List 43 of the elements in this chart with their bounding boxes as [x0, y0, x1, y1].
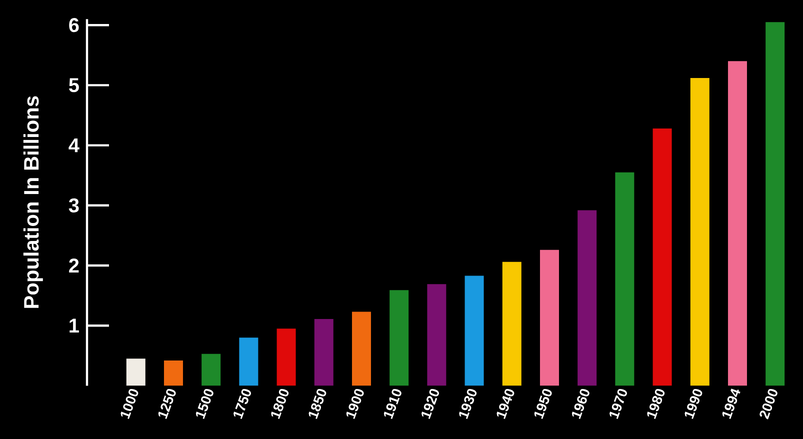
bar: [164, 360, 183, 386]
x-tick-label: 2000: [760, 388, 778, 420]
x-tick-label: 1950: [534, 388, 552, 419]
y-tick-label: 6: [69, 18, 79, 32]
x-tick-label: 1990: [684, 388, 702, 419]
bar: [202, 354, 221, 386]
x-tick-label: 1900: [346, 388, 364, 419]
x-tick-label: 1000: [120, 388, 138, 419]
x-tick-label: 1920: [422, 388, 439, 419]
x-tick-label: 1910: [384, 388, 402, 419]
x-tick-label: 1750: [234, 388, 251, 419]
bar: [239, 338, 258, 386]
bar: [464, 276, 484, 386]
bar: [728, 61, 747, 386]
x-tick-label: 1850: [308, 388, 326, 419]
bar: [766, 22, 785, 386]
bar: [615, 172, 634, 386]
bar: [276, 328, 296, 386]
y-tick-label: 3: [68, 198, 79, 212]
x-tick-label: 1994: [722, 388, 740, 419]
bar: [578, 210, 597, 386]
y-tick-label: 2: [69, 258, 79, 272]
y-axis-title: Population In Billions: [23, 96, 43, 308]
y-tick-label: 5: [69, 78, 79, 92]
x-tick-label: 1960: [572, 388, 590, 419]
y-tick-label: 1: [70, 318, 79, 332]
x-tick-label: 1800: [271, 388, 289, 419]
bar: [390, 290, 409, 386]
x-tick-label: 1250: [158, 388, 176, 419]
bar: [427, 284, 446, 386]
x-tick-label: 1940: [496, 388, 514, 419]
x-tick-label: 1930: [459, 388, 477, 419]
bar: [314, 318, 334, 386]
bar: [690, 78, 710, 386]
x-tick-label: 1970: [610, 388, 627, 419]
bar: [502, 262, 522, 386]
x-tick-label: 1500: [196, 388, 214, 419]
bar: [352, 312, 371, 386]
y-tick-label: 4: [68, 138, 80, 152]
x-tick-label: 1980: [647, 388, 665, 419]
bar: [126, 358, 146, 386]
bar: [652, 128, 672, 386]
bar: [540, 250, 559, 386]
